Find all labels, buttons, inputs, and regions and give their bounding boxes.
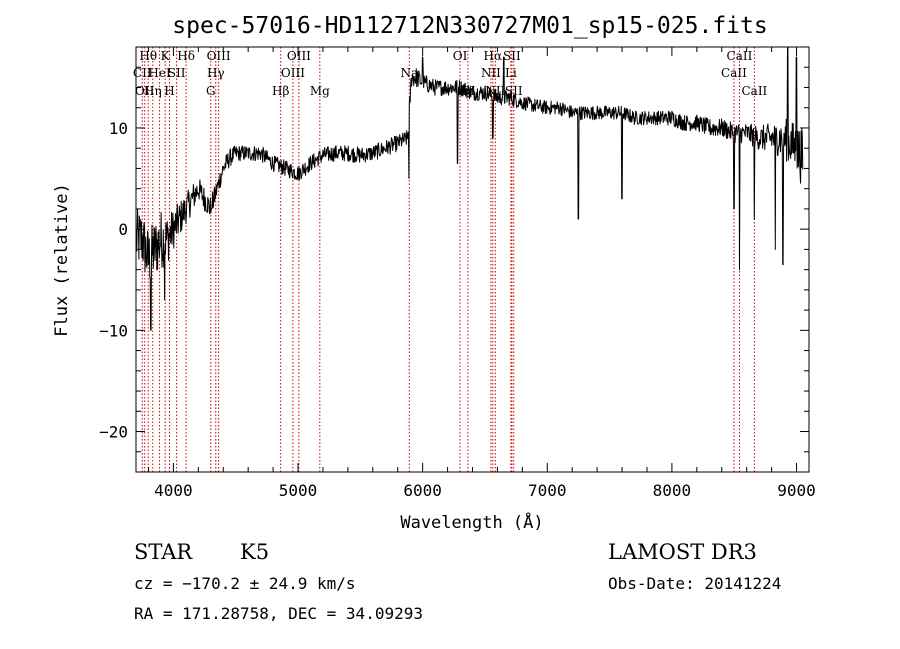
line-marker-label: Mg (310, 84, 330, 98)
line-markers (141, 47, 755, 472)
x-tick-label: 5000 (279, 481, 318, 500)
x-tick-label: 8000 (653, 481, 692, 500)
line-marker-label: Li (505, 66, 517, 80)
y-tick-label: 10 (109, 119, 128, 138)
line-marker-label: NII (481, 66, 501, 80)
line-labels: CIIOIIHθHηHeIKHSIIHδGHγOIIIHβOIIIOIIIMgN… (133, 49, 768, 98)
x-tick-label: 7000 (528, 481, 567, 500)
x-tick-label: 6000 (403, 481, 442, 500)
x-tick-label: 9000 (777, 481, 816, 500)
spectrum-line (135, 46, 804, 331)
plot-frame (135, 46, 810, 473)
survey-name: LAMOST DR3 (608, 540, 757, 564)
chart-title: spec-57016-HD112712N330727M01_sp15-025.f… (172, 13, 767, 39)
line-marker-label: Hβ (272, 84, 289, 98)
x-tick-label: 4000 (154, 481, 193, 500)
line-marker-label: Hη (144, 84, 162, 98)
line-marker-label: Na (400, 66, 418, 80)
y-tick-label: 0 (118, 220, 128, 239)
object-class: STAR (134, 540, 193, 564)
obs-date: Obs-Date: 20141224 (608, 574, 781, 593)
line-marker-label: Hδ (177, 49, 195, 63)
line-marker-label: CII (133, 66, 152, 80)
line-marker-label: G (206, 84, 216, 98)
line-marker-label: CaII (727, 49, 753, 63)
axis-ticks: 4000 5000 6000 7000 8000 9000 −20 −10 0 10 (99, 46, 816, 500)
line-marker-label: CaII (721, 66, 747, 80)
coordinates-text: RA = 171.28758, DEC = 34.09293 (134, 604, 423, 623)
object-subclass: K5 (240, 540, 269, 564)
line-marker-label: H (164, 84, 174, 98)
y-tick-label: −20 (99, 423, 128, 442)
line-marker-label: OIII (207, 49, 231, 63)
line-marker-label: Hθ (139, 49, 157, 63)
line-marker-label: SII (168, 66, 186, 80)
redshift-text: cz = −170.2 ± 24.9 km/s (134, 574, 356, 593)
line-marker-label: Hα (484, 49, 503, 63)
line-marker-label: CaII (741, 84, 767, 98)
line-marker-label: K (161, 49, 171, 63)
x-axis-label: Wavelength (Å) (400, 511, 543, 533)
line-marker-label: OIII (281, 66, 305, 80)
line-marker-label: HeI (148, 66, 171, 80)
y-axis-label: Flux (relative) (52, 183, 72, 337)
line-marker-label: OI (453, 49, 468, 63)
line-marker-label: Hγ (207, 66, 225, 80)
y-tick-label: −10 (99, 321, 128, 340)
line-marker-label: SII (503, 49, 521, 63)
line-marker-label: OIII (287, 49, 311, 63)
